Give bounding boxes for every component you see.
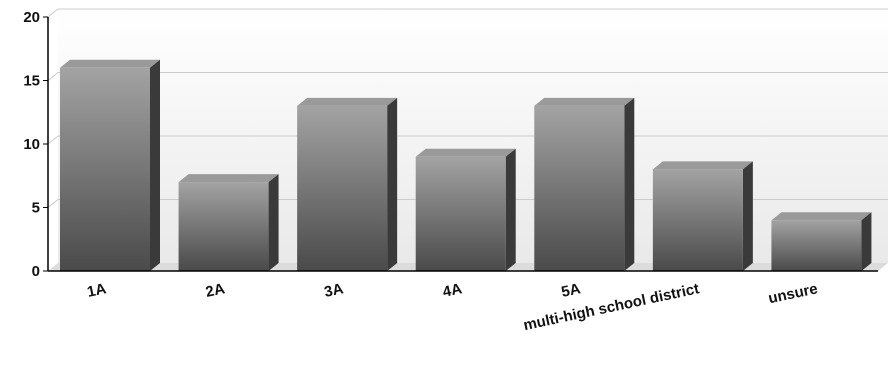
bar-side-face bbox=[624, 97, 635, 272]
bar-side-face bbox=[387, 97, 398, 272]
grid-line-diagonal bbox=[47, 72, 59, 81]
bar-front-face bbox=[415, 156, 506, 271]
bar-unsure bbox=[771, 212, 872, 271]
y-tick-label: 5 bbox=[32, 200, 40, 217]
bar-front-face bbox=[178, 182, 269, 271]
x-category-label: 2A bbox=[204, 280, 226, 301]
grid-line-diagonal bbox=[47, 8, 59, 18]
bar-side-face bbox=[150, 59, 160, 271]
bar-top-face bbox=[60, 59, 160, 68]
x-category-label: 1A bbox=[86, 280, 108, 301]
bar-front-face bbox=[60, 67, 150, 271]
bar-5a bbox=[534, 97, 635, 272]
bar-top-face bbox=[178, 174, 279, 183]
y-tick-label: 0 bbox=[32, 263, 40, 280]
x-category-label: 3A bbox=[323, 280, 345, 301]
y-tick-labels: 0 5 10 15 20 bbox=[23, 9, 40, 280]
bar-side-face bbox=[268, 174, 279, 271]
bar-1a bbox=[60, 59, 160, 271]
bars bbox=[60, 59, 872, 272]
bar-top-face bbox=[297, 97, 398, 106]
bar-top-face bbox=[652, 161, 753, 170]
bar-front-face bbox=[652, 169, 743, 271]
bar-3a bbox=[297, 97, 398, 272]
grid-line-diagonal bbox=[47, 135, 59, 145]
bar-top-face bbox=[534, 97, 635, 106]
bar-side-face bbox=[505, 148, 516, 271]
bar-side-face bbox=[742, 161, 753, 271]
axes bbox=[43, 16, 878, 272]
bar-front-face bbox=[534, 105, 625, 272]
bar-multi-high-school-district bbox=[652, 161, 753, 271]
bar-front-face bbox=[297, 105, 388, 272]
x-category-label: unsure bbox=[767, 280, 819, 307]
x-category-label: 4A bbox=[441, 280, 463, 301]
bar-side-face bbox=[861, 212, 872, 271]
y-tick-label: 10 bbox=[23, 136, 40, 153]
y-tick-label: 20 bbox=[23, 9, 40, 26]
bar-4a bbox=[415, 148, 516, 271]
bar-front-face bbox=[771, 220, 862, 271]
bar-top-face bbox=[771, 212, 872, 221]
x-category-label: 5A bbox=[560, 280, 582, 301]
x-category-label: multi-high school district bbox=[522, 280, 701, 334]
bar-2a bbox=[178, 174, 279, 271]
bar-top-face bbox=[415, 148, 516, 157]
y-tick-label: 15 bbox=[23, 73, 40, 90]
grid-line-diagonal bbox=[47, 199, 59, 208]
